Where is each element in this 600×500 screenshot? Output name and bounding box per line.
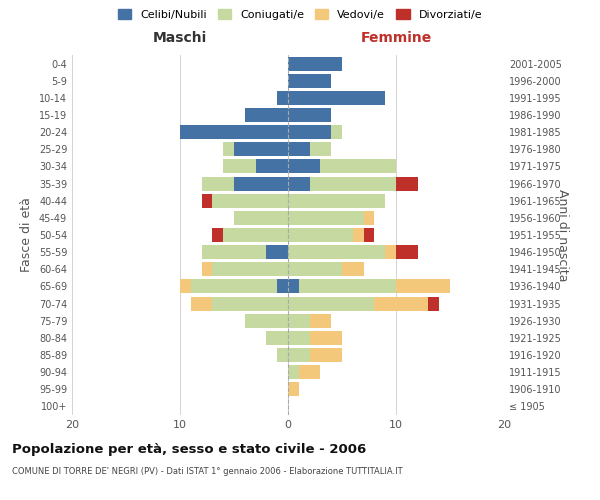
Bar (288, 142, 310, 156)
Bar (212, 262, 288, 276)
Bar (277, 280, 288, 293)
Bar (234, 211, 288, 225)
Bar (310, 176, 396, 190)
Bar (299, 280, 396, 293)
Bar (288, 108, 331, 122)
Bar (288, 194, 385, 207)
Y-axis label: Fasce di età: Fasce di età (20, 198, 33, 272)
Text: Popolazione per età, sesso e stato civile - 2006: Popolazione per età, sesso e stato civil… (12, 442, 366, 456)
Bar (245, 108, 288, 122)
Bar (288, 331, 310, 345)
Bar (212, 194, 288, 207)
Bar (288, 296, 374, 310)
Bar (288, 245, 385, 259)
Bar (245, 314, 288, 328)
Bar (223, 142, 234, 156)
Bar (234, 176, 288, 190)
Bar (191, 280, 277, 293)
Bar (385, 245, 396, 259)
Bar (288, 56, 342, 70)
Bar (288, 228, 353, 242)
Bar (288, 348, 310, 362)
Bar (288, 280, 299, 293)
Bar (320, 160, 396, 173)
Bar (288, 160, 320, 173)
Bar (277, 348, 288, 362)
Bar (288, 211, 364, 225)
Text: Maschi: Maschi (153, 30, 207, 44)
Bar (288, 262, 342, 276)
Bar (266, 245, 288, 259)
Bar (223, 160, 256, 173)
Bar (428, 296, 439, 310)
Bar (256, 160, 288, 173)
Bar (331, 125, 342, 139)
Bar (374, 296, 428, 310)
Bar (288, 176, 310, 190)
Bar (396, 280, 450, 293)
Bar (212, 228, 223, 242)
Bar (202, 262, 212, 276)
Bar (288, 125, 331, 139)
Bar (180, 125, 288, 139)
Legend: Celibi/Nubili, Coniugati/e, Vedovi/e, Divorziati/e: Celibi/Nubili, Coniugati/e, Vedovi/e, Di… (115, 6, 485, 23)
Bar (223, 228, 288, 242)
Bar (288, 74, 331, 88)
Bar (310, 142, 331, 156)
Bar (180, 280, 191, 293)
Bar (266, 331, 288, 345)
Bar (364, 211, 374, 225)
Bar (202, 245, 266, 259)
Bar (310, 331, 342, 345)
Bar (288, 382, 299, 396)
Bar (342, 262, 364, 276)
Bar (310, 314, 331, 328)
Bar (191, 296, 212, 310)
Bar (277, 91, 288, 105)
Bar (202, 194, 212, 207)
Text: Femmine: Femmine (361, 30, 431, 44)
Bar (396, 176, 418, 190)
Text: COMUNE DI TORRE DE' NEGRI (PV) - Dati ISTAT 1° gennaio 2006 - Elaborazione TUTTI: COMUNE DI TORRE DE' NEGRI (PV) - Dati IS… (12, 468, 403, 476)
Bar (202, 176, 234, 190)
Bar (353, 228, 364, 242)
Bar (288, 91, 385, 105)
Bar (299, 365, 320, 379)
Bar (288, 365, 299, 379)
Bar (288, 314, 310, 328)
Bar (310, 348, 342, 362)
Y-axis label: Anni di nascita: Anni di nascita (556, 188, 569, 281)
Bar (396, 245, 418, 259)
Bar (234, 142, 288, 156)
Bar (364, 228, 374, 242)
Bar (212, 296, 288, 310)
